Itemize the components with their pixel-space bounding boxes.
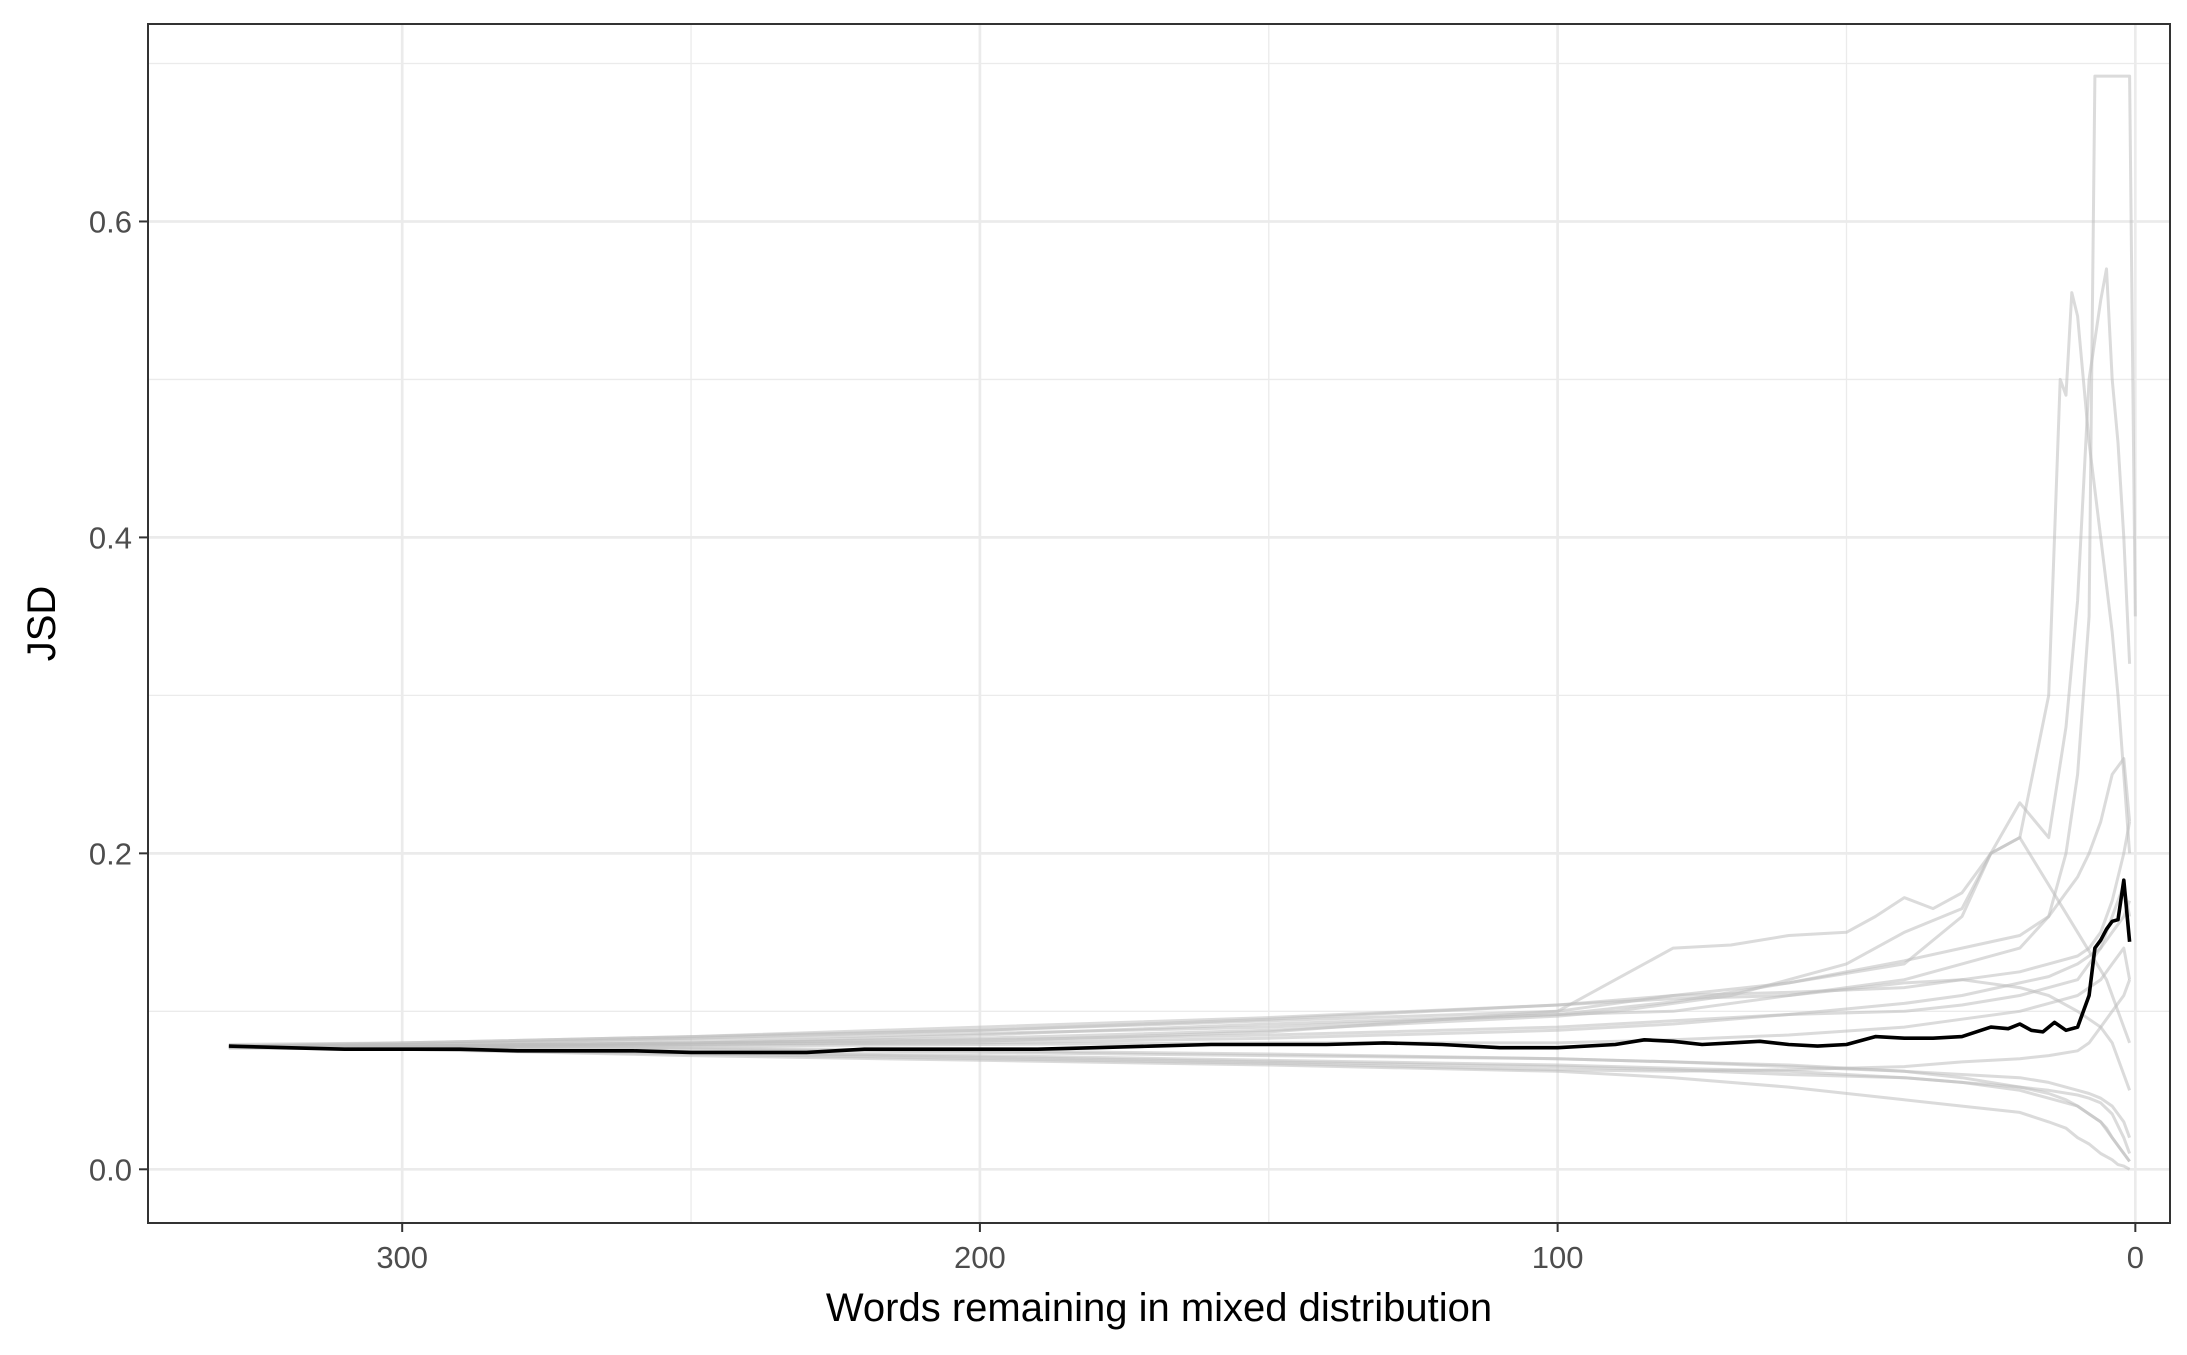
y-tick-label: 0.0 bbox=[89, 1152, 132, 1187]
individual-series-line bbox=[228, 978, 2132, 1091]
y-tick-label: 0.6 bbox=[89, 204, 132, 239]
mean-series-layer bbox=[228, 878, 2132, 1055]
individual-series-line bbox=[228, 1046, 2131, 1171]
individual-series-line bbox=[228, 74, 2137, 1050]
individual-series-line bbox=[228, 946, 2132, 1048]
x-tick-label: 300 bbox=[376, 1240, 428, 1275]
x-axis-title: Words remaining in mixed distribution bbox=[826, 1286, 1492, 1330]
panel-border bbox=[147, 23, 2171, 1224]
x-tick-label: 0 bbox=[2127, 1240, 2144, 1275]
individual-series-line bbox=[228, 979, 2132, 1073]
individual-series-line bbox=[228, 883, 2132, 1048]
individual-series-line bbox=[228, 291, 2132, 1048]
y-tick-label: 0.2 bbox=[89, 836, 132, 871]
y-axis-title: JSD bbox=[20, 586, 64, 662]
y-tick-label: 0.4 bbox=[89, 520, 132, 555]
individual-series-line bbox=[228, 821, 2132, 1046]
tick-layer: 0.0 0.2 0.4 0.6 300 200 100 0 bbox=[89, 204, 2144, 1275]
series-layer bbox=[228, 74, 2137, 1171]
mean-series-line bbox=[228, 878, 2132, 1055]
x-tick-label: 200 bbox=[954, 1240, 1006, 1275]
individual-series-line bbox=[228, 757, 2132, 1048]
x-tick-label: 100 bbox=[1532, 1240, 1584, 1275]
individual-series-line bbox=[228, 1046, 2131, 1163]
grid-layer bbox=[148, 24, 2170, 1223]
individual-series-line bbox=[228, 1044, 2132, 1139]
